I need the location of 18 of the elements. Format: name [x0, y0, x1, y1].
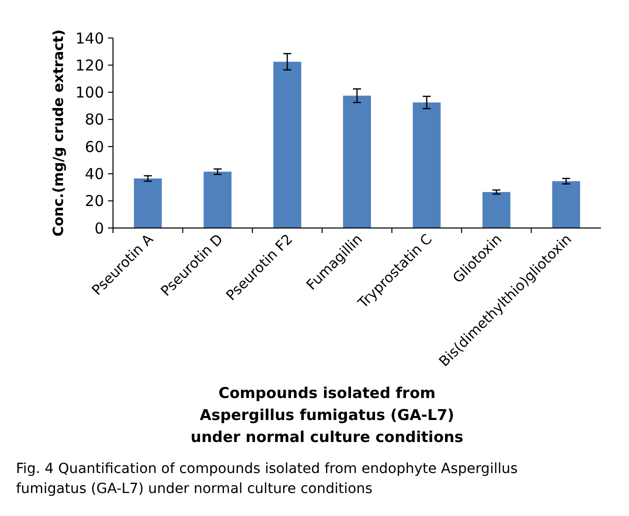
y-tick-label: 80	[84, 110, 104, 129]
bar	[273, 62, 302, 228]
bar	[482, 192, 510, 228]
bar	[552, 181, 580, 228]
y-tick-label: 0	[94, 219, 104, 238]
y-tick-label: 40	[84, 164, 104, 183]
caption: Fig. 4 Quantification of compounds isolated from endophyte Aspergillus fumigatus (GA-L7) under normal culture conditions	[16, 461, 518, 497]
y-axis-title: Conc.(mg/g crude extract)	[51, 29, 67, 237]
y-tick-label: 20	[84, 192, 104, 210]
x-axis-title: Compounds isolated from Aspergillus fumigatus (GA-L7) under normal culture conditions	[190, 384, 464, 446]
y-tick-label: 100	[75, 84, 104, 102]
bar	[412, 102, 441, 228]
bar	[204, 172, 232, 228]
y-tick-label: 60	[84, 138, 104, 156]
y-tick-label: 120	[75, 56, 104, 74]
bar	[343, 96, 371, 228]
y-tick-label: 140	[75, 29, 104, 48]
bar	[134, 178, 162, 228]
